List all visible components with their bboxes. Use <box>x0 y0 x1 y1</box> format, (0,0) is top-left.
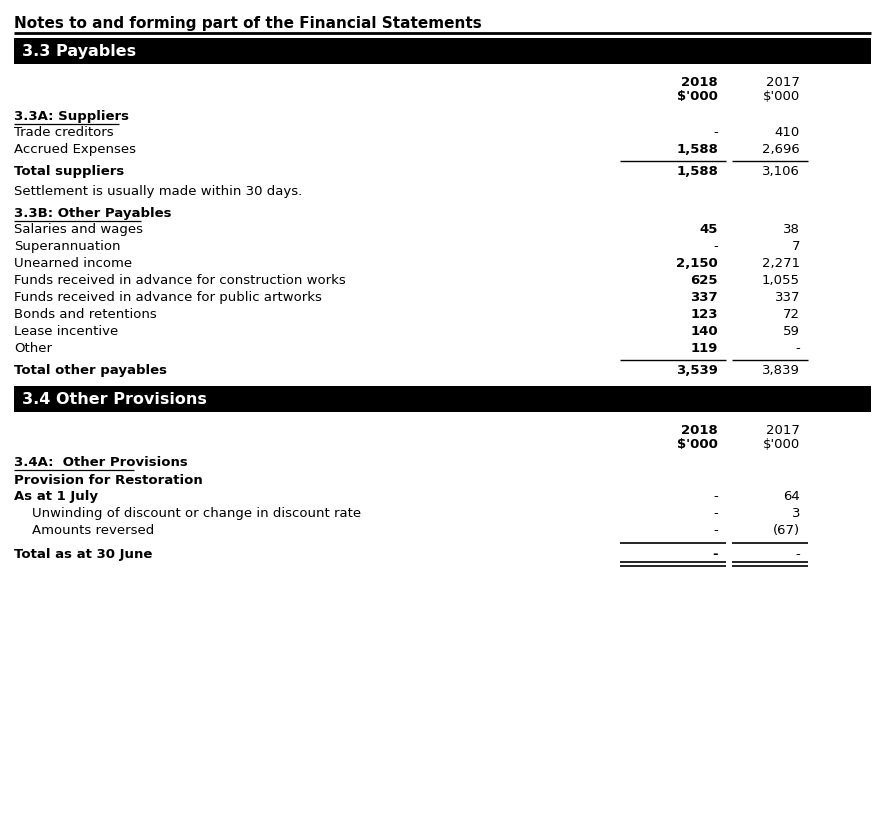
Text: Funds received in advance for construction works: Funds received in advance for constructi… <box>14 274 345 287</box>
Text: $'000: $'000 <box>677 438 718 451</box>
Text: -: - <box>714 126 718 139</box>
Text: 1,588: 1,588 <box>676 143 718 156</box>
Text: Lease incentive: Lease incentive <box>14 325 118 338</box>
Text: $'000: $'000 <box>763 90 800 103</box>
Text: Unearned income: Unearned income <box>14 257 132 270</box>
Bar <box>14 386 871 412</box>
Text: 337: 337 <box>691 291 718 304</box>
Text: Other: Other <box>14 342 52 355</box>
Text: 3.4A:  Other Provisions: 3.4A: Other Provisions <box>14 456 188 469</box>
Text: 2018: 2018 <box>681 76 718 89</box>
Text: Unwinding of discount or change in discount rate: Unwinding of discount or change in disco… <box>32 507 361 520</box>
Text: 2018: 2018 <box>681 424 718 437</box>
Text: 2017: 2017 <box>766 76 800 89</box>
Text: 140: 140 <box>691 325 718 338</box>
Text: 123: 123 <box>691 308 718 321</box>
Text: 410: 410 <box>774 126 800 139</box>
Text: 64: 64 <box>783 490 800 503</box>
Text: 3.4 Other Provisions: 3.4 Other Provisions <box>22 392 207 407</box>
Text: -: - <box>714 507 718 520</box>
Text: 625: 625 <box>691 274 718 287</box>
Text: 3: 3 <box>791 507 800 520</box>
Text: 119: 119 <box>691 342 718 355</box>
Text: Bonds and retentions: Bonds and retentions <box>14 308 157 321</box>
Text: As at 1 July: As at 1 July <box>14 490 98 503</box>
Text: 2,696: 2,696 <box>762 143 800 156</box>
Text: Provision for Restoration: Provision for Restoration <box>14 474 203 487</box>
Text: -: - <box>796 548 800 561</box>
Text: 1,055: 1,055 <box>762 274 800 287</box>
Text: $'000: $'000 <box>677 90 718 103</box>
Text: -: - <box>714 490 718 503</box>
Text: 3,839: 3,839 <box>762 364 800 377</box>
Text: -: - <box>714 240 718 253</box>
Text: 3.3 Payables: 3.3 Payables <box>22 44 137 59</box>
Text: -: - <box>796 342 800 355</box>
Text: 2017: 2017 <box>766 424 800 437</box>
Text: (67): (67) <box>773 524 800 537</box>
Text: 2,150: 2,150 <box>677 257 718 270</box>
Text: 3,106: 3,106 <box>762 165 800 178</box>
Text: 1,588: 1,588 <box>676 165 718 178</box>
Text: 3,539: 3,539 <box>676 364 718 377</box>
Text: 45: 45 <box>700 223 718 236</box>
Text: Accrued Expenses: Accrued Expenses <box>14 143 136 156</box>
Text: 2,271: 2,271 <box>762 257 800 270</box>
Text: 337: 337 <box>774 291 800 304</box>
Text: $'000: $'000 <box>763 438 800 451</box>
Text: Amounts reversed: Amounts reversed <box>32 524 154 537</box>
Text: -: - <box>713 548 718 561</box>
Text: Funds received in advance for public artworks: Funds received in advance for public art… <box>14 291 322 304</box>
Text: Total as at 30 June: Total as at 30 June <box>14 548 152 561</box>
Text: 3.3A: Suppliers: 3.3A: Suppliers <box>14 110 129 123</box>
Text: Superannuation: Superannuation <box>14 240 121 253</box>
Text: -: - <box>714 524 718 537</box>
Text: 72: 72 <box>783 308 800 321</box>
Text: 7: 7 <box>791 240 800 253</box>
Text: Total suppliers: Total suppliers <box>14 165 124 178</box>
Text: 59: 59 <box>783 325 800 338</box>
Bar <box>14 38 871 64</box>
Text: Notes to and forming part of the Financial Statements: Notes to and forming part of the Financi… <box>14 16 482 31</box>
Text: 3.3B: Other Payables: 3.3B: Other Payables <box>14 207 172 220</box>
Text: Settlement is usually made within 30 days.: Settlement is usually made within 30 day… <box>14 185 302 198</box>
Text: Trade creditors: Trade creditors <box>14 126 114 139</box>
Text: Salaries and wages: Salaries and wages <box>14 223 143 236</box>
Text: 38: 38 <box>783 223 800 236</box>
Text: Total other payables: Total other payables <box>14 364 167 377</box>
